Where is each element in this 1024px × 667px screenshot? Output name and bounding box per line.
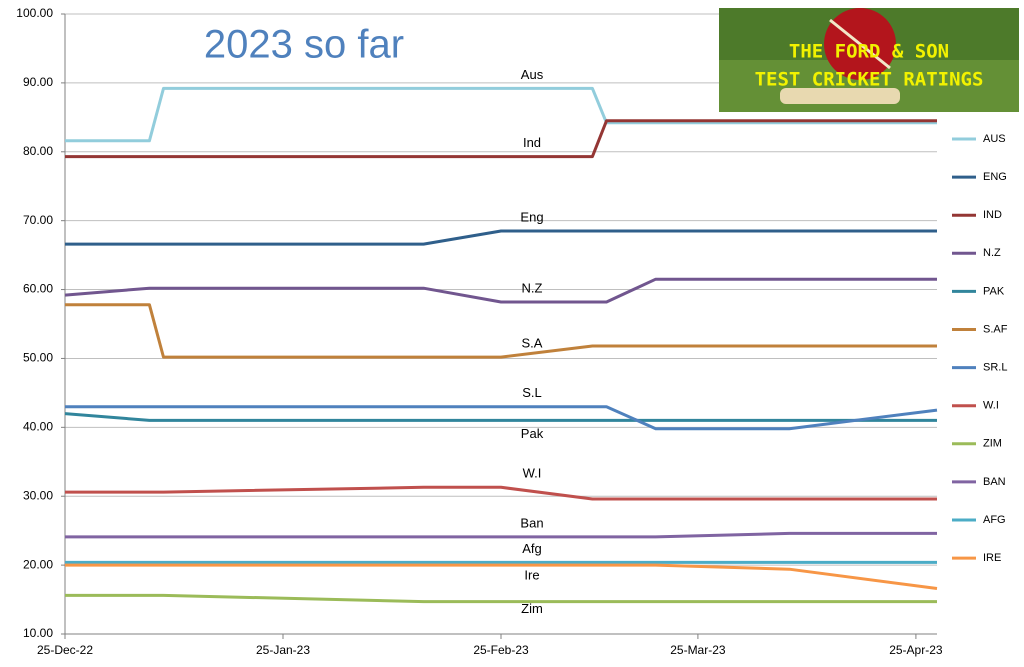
y-tick-label: 40.00 bbox=[23, 420, 53, 434]
legend-label: SR.L bbox=[983, 362, 1007, 374]
series-line bbox=[65, 405, 938, 431]
y-tick-label: 10.00 bbox=[23, 626, 53, 640]
series-label: Ire bbox=[524, 568, 539, 583]
series-label: Ind bbox=[523, 135, 541, 150]
series-line bbox=[65, 531, 937, 539]
x-tick-label: 25-Mar-23 bbox=[670, 643, 726, 657]
logo: THE FORD & SON TEST CRICKET RATINGS bbox=[719, 8, 1019, 112]
series-label: W.I bbox=[523, 466, 542, 481]
legend-label: AFG bbox=[983, 514, 1006, 526]
series-label: Eng bbox=[520, 209, 543, 224]
legend-label: IRE bbox=[983, 552, 1001, 564]
x-tick-label: 25-Jan-23 bbox=[256, 643, 310, 657]
chart-title: 2023 so far bbox=[204, 23, 404, 67]
y-tick-label: 70.00 bbox=[23, 213, 53, 227]
legend-label: ENG bbox=[983, 171, 1007, 183]
series-line bbox=[65, 86, 937, 143]
series-label: Zim bbox=[521, 601, 543, 616]
series-line bbox=[65, 119, 937, 159]
y-tick-label: 90.00 bbox=[23, 75, 53, 89]
y-tick-label: 50.00 bbox=[23, 351, 53, 365]
y-tick-label: 30.00 bbox=[23, 488, 53, 502]
legend-label: N.Z bbox=[983, 247, 1001, 259]
y-tick-label: 80.00 bbox=[23, 144, 53, 158]
legend-label: S.AF bbox=[983, 323, 1008, 335]
series-label: S.L bbox=[522, 385, 542, 400]
legend-label: IND bbox=[983, 209, 1002, 221]
series-label: S.A bbox=[522, 336, 543, 351]
legend-label: ZIM bbox=[983, 438, 1002, 450]
series-line bbox=[64, 277, 937, 304]
series-line bbox=[65, 229, 937, 246]
logo-bat bbox=[780, 88, 900, 104]
y-tick-label: 20.00 bbox=[23, 557, 53, 571]
y-tick-label: 100.00 bbox=[16, 6, 53, 20]
series-line bbox=[65, 485, 937, 501]
series-line bbox=[65, 303, 937, 359]
y-tick-label: 60.00 bbox=[23, 282, 53, 296]
series-label: N.Z bbox=[522, 280, 543, 295]
logo-text: THE FORD & SON bbox=[789, 41, 949, 63]
series-label: Ban bbox=[520, 515, 543, 530]
series-label: Pak bbox=[521, 426, 544, 441]
x-tick-label: 25-Apr-23 bbox=[889, 643, 943, 657]
legend-label: BAN bbox=[983, 476, 1006, 488]
series-label: Afg bbox=[522, 541, 542, 556]
series-label: Aus bbox=[521, 67, 544, 82]
legend-label: W.I bbox=[983, 400, 999, 412]
series-line bbox=[64, 412, 937, 422]
series-line bbox=[65, 593, 937, 604]
series-line bbox=[65, 563, 938, 590]
x-tick-label: 25-Feb-23 bbox=[473, 643, 529, 657]
logo-seam bbox=[829, 18, 891, 70]
legend-label: AUS bbox=[983, 133, 1006, 145]
logo-text: TEST CRICKET RATINGS bbox=[755, 69, 984, 91]
x-tick-label: 25-Dec-22 bbox=[37, 643, 93, 657]
legend-label: PAK bbox=[983, 285, 1005, 297]
